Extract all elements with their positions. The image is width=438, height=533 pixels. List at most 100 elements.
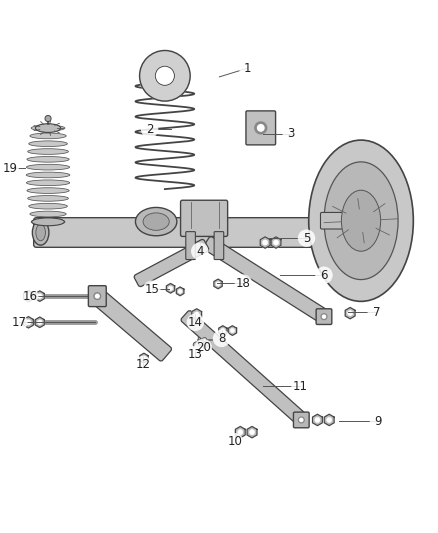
Ellipse shape xyxy=(31,125,65,131)
Ellipse shape xyxy=(143,213,169,230)
Circle shape xyxy=(178,289,182,293)
Circle shape xyxy=(141,120,158,138)
Circle shape xyxy=(191,243,208,260)
Circle shape xyxy=(205,343,209,347)
Polygon shape xyxy=(228,326,237,335)
Text: 6: 6 xyxy=(320,269,328,282)
Circle shape xyxy=(187,346,204,364)
FancyBboxPatch shape xyxy=(88,286,106,306)
FancyBboxPatch shape xyxy=(181,311,308,426)
Ellipse shape xyxy=(324,162,398,280)
Polygon shape xyxy=(35,317,44,327)
Ellipse shape xyxy=(135,207,177,236)
Ellipse shape xyxy=(26,164,70,170)
Text: 1: 1 xyxy=(244,62,251,75)
Circle shape xyxy=(298,417,304,423)
Circle shape xyxy=(155,66,174,85)
Circle shape xyxy=(298,229,315,247)
Text: 3: 3 xyxy=(288,127,295,140)
Ellipse shape xyxy=(341,190,381,251)
Ellipse shape xyxy=(27,157,69,162)
Circle shape xyxy=(37,320,42,325)
Circle shape xyxy=(140,51,190,101)
FancyBboxPatch shape xyxy=(180,200,228,237)
Circle shape xyxy=(315,417,320,423)
Circle shape xyxy=(216,282,220,286)
Text: 18: 18 xyxy=(236,277,251,289)
Circle shape xyxy=(95,294,99,298)
Circle shape xyxy=(250,430,254,435)
Polygon shape xyxy=(235,426,245,438)
Circle shape xyxy=(322,315,325,318)
Text: 14: 14 xyxy=(188,316,203,329)
Text: 13: 13 xyxy=(188,348,203,361)
FancyBboxPatch shape xyxy=(321,213,364,229)
Circle shape xyxy=(26,320,31,325)
Ellipse shape xyxy=(36,224,46,241)
Polygon shape xyxy=(177,287,184,296)
Ellipse shape xyxy=(35,124,61,133)
Text: 2: 2 xyxy=(146,123,153,136)
Text: 10: 10 xyxy=(227,435,242,448)
Circle shape xyxy=(143,280,160,298)
Circle shape xyxy=(168,286,173,290)
Polygon shape xyxy=(214,279,222,289)
Circle shape xyxy=(258,125,264,131)
Ellipse shape xyxy=(26,180,70,185)
Circle shape xyxy=(273,240,279,245)
FancyBboxPatch shape xyxy=(203,237,329,324)
Circle shape xyxy=(370,413,387,430)
Polygon shape xyxy=(166,284,175,293)
Ellipse shape xyxy=(309,140,413,301)
Ellipse shape xyxy=(28,149,68,155)
Polygon shape xyxy=(345,308,355,319)
Polygon shape xyxy=(24,317,33,328)
FancyBboxPatch shape xyxy=(91,289,172,361)
Circle shape xyxy=(238,430,243,435)
Circle shape xyxy=(194,312,199,317)
Polygon shape xyxy=(260,237,270,248)
FancyBboxPatch shape xyxy=(134,239,208,287)
Text: 19: 19 xyxy=(3,162,18,175)
FancyBboxPatch shape xyxy=(186,232,195,260)
Circle shape xyxy=(283,125,300,142)
Circle shape xyxy=(262,240,268,245)
Text: 4: 4 xyxy=(196,245,204,258)
Polygon shape xyxy=(324,414,334,426)
FancyBboxPatch shape xyxy=(214,232,224,260)
Text: 20: 20 xyxy=(196,341,211,354)
Polygon shape xyxy=(247,426,257,438)
Text: 15: 15 xyxy=(145,282,159,296)
Circle shape xyxy=(315,266,333,284)
Polygon shape xyxy=(24,290,33,302)
Circle shape xyxy=(221,328,225,333)
Ellipse shape xyxy=(29,141,67,147)
Circle shape xyxy=(291,378,309,395)
Ellipse shape xyxy=(28,196,68,201)
Polygon shape xyxy=(192,309,201,320)
Circle shape xyxy=(202,337,207,342)
Circle shape xyxy=(327,417,332,423)
Circle shape xyxy=(194,339,212,356)
Circle shape xyxy=(367,304,385,321)
Ellipse shape xyxy=(27,188,69,193)
Polygon shape xyxy=(271,237,281,248)
Circle shape xyxy=(239,60,256,77)
Text: 5: 5 xyxy=(303,232,310,245)
Circle shape xyxy=(37,294,42,298)
Polygon shape xyxy=(140,353,148,363)
Circle shape xyxy=(193,342,199,348)
Text: 12: 12 xyxy=(136,358,151,371)
Ellipse shape xyxy=(32,218,64,226)
Text: 8: 8 xyxy=(218,332,225,345)
Text: 9: 9 xyxy=(375,415,382,428)
FancyBboxPatch shape xyxy=(34,217,327,247)
Ellipse shape xyxy=(26,172,70,178)
Polygon shape xyxy=(35,291,44,301)
Circle shape xyxy=(300,418,303,422)
Text: 11: 11 xyxy=(293,380,307,393)
FancyBboxPatch shape xyxy=(293,412,309,428)
Ellipse shape xyxy=(30,133,66,139)
FancyBboxPatch shape xyxy=(246,111,276,145)
Circle shape xyxy=(255,122,267,134)
